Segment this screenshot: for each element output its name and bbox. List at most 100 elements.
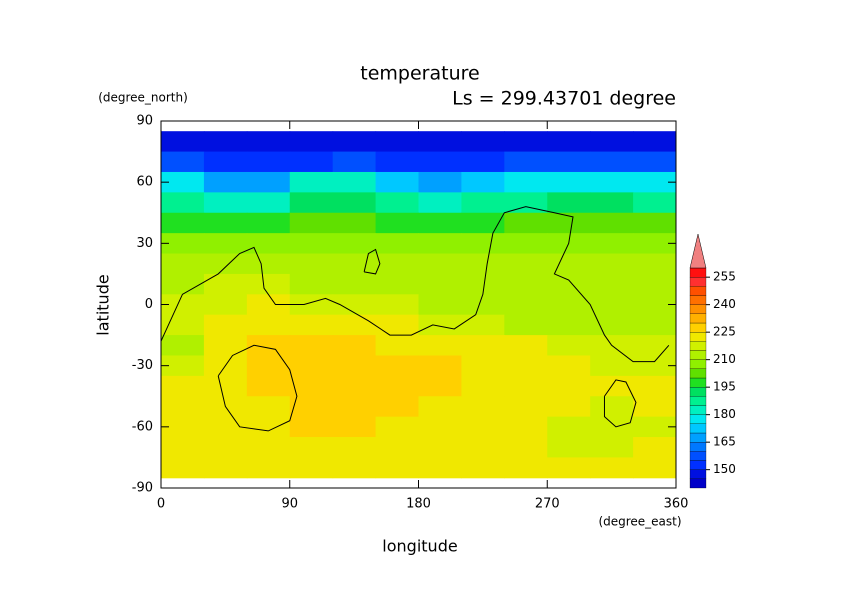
field-cell bbox=[418, 253, 462, 275]
field-cell bbox=[289, 233, 334, 255]
field-cell bbox=[504, 294, 548, 316]
field-cell bbox=[161, 294, 205, 316]
field-cell bbox=[246, 457, 291, 479]
field-cell bbox=[246, 171, 291, 193]
field-cell bbox=[547, 335, 591, 356]
y-tick-label: -60 bbox=[132, 419, 153, 434]
colorbar-bin bbox=[689, 322, 707, 333]
field-cell bbox=[161, 416, 205, 438]
field-cell bbox=[289, 314, 334, 336]
field-cell bbox=[633, 294, 677, 316]
field-cell bbox=[461, 314, 505, 336]
field-cell bbox=[161, 375, 205, 397]
field-cell bbox=[332, 294, 377, 316]
field-cell bbox=[547, 375, 591, 397]
field-cell bbox=[332, 437, 377, 458]
colorbar-tick-label: 240 bbox=[713, 297, 736, 311]
field-cell bbox=[633, 355, 677, 377]
field-cell bbox=[203, 294, 248, 316]
field-cell bbox=[633, 233, 677, 255]
field-cell bbox=[633, 416, 677, 438]
field-cell bbox=[547, 131, 591, 153]
field-cell bbox=[375, 171, 419, 193]
field-cell bbox=[504, 151, 548, 173]
field-cell bbox=[633, 212, 677, 234]
colorbar-tick-label: 150 bbox=[713, 462, 736, 476]
field-cell bbox=[289, 416, 334, 438]
contour-lines bbox=[160, 206, 670, 432]
colorbar-bin bbox=[689, 423, 707, 434]
field-cell bbox=[461, 457, 505, 479]
field-cell bbox=[547, 273, 591, 295]
field-cell bbox=[246, 375, 291, 397]
field-cell bbox=[590, 396, 634, 418]
colorbar-bin bbox=[689, 478, 707, 489]
field-cell bbox=[161, 437, 205, 458]
field-cell bbox=[418, 396, 462, 418]
field-cell bbox=[203, 457, 248, 479]
colorbar-bin bbox=[689, 295, 707, 305]
field-cell bbox=[246, 335, 291, 356]
field-cell bbox=[418, 457, 462, 479]
colorbar-tick-label: 180 bbox=[713, 407, 736, 421]
field-cell bbox=[418, 416, 462, 438]
contour-line bbox=[603, 379, 637, 428]
field-cell bbox=[547, 151, 591, 173]
field-cell bbox=[332, 355, 377, 377]
field-cell bbox=[633, 437, 677, 458]
field-cell bbox=[633, 131, 677, 153]
field-cell bbox=[332, 253, 377, 275]
field-cell bbox=[161, 212, 205, 234]
colorbar-bin bbox=[689, 350, 707, 360]
field-cell bbox=[289, 273, 334, 295]
field-cell bbox=[504, 131, 548, 153]
field-cell bbox=[590, 192, 634, 214]
field-cell bbox=[246, 294, 291, 316]
field-cell bbox=[161, 233, 205, 255]
field-cell bbox=[461, 294, 505, 316]
field-cell bbox=[289, 335, 334, 356]
colorbar-bin bbox=[689, 341, 707, 351]
colorbar-bin bbox=[689, 414, 707, 424]
field-cell bbox=[461, 416, 505, 438]
field-cell bbox=[418, 375, 462, 397]
field-cell bbox=[332, 396, 377, 418]
field-cell bbox=[161, 253, 205, 275]
y-tick-label: 60 bbox=[136, 175, 153, 190]
field-cell bbox=[246, 355, 291, 377]
field-cell bbox=[504, 233, 548, 255]
field-cell bbox=[633, 396, 677, 418]
contour-line bbox=[363, 248, 381, 275]
field-cell bbox=[461, 233, 505, 255]
colorbar-bin bbox=[689, 405, 707, 415]
field-cell bbox=[289, 396, 334, 418]
field-cell bbox=[289, 375, 334, 397]
field-cell bbox=[418, 131, 462, 153]
field-cell bbox=[547, 212, 591, 234]
field-cell bbox=[547, 355, 591, 377]
y-tick-label: 90 bbox=[136, 114, 153, 129]
chart-title: temperature bbox=[360, 63, 479, 85]
colorbar-over bbox=[689, 233, 707, 269]
field-cell bbox=[161, 396, 205, 418]
field-cell bbox=[590, 314, 634, 336]
field-cell bbox=[461, 131, 505, 153]
colorbar-bin bbox=[689, 332, 707, 342]
field-cell bbox=[289, 131, 334, 153]
field-cell bbox=[332, 314, 377, 336]
field-cell bbox=[246, 273, 291, 295]
field-cell bbox=[332, 192, 377, 214]
field-cell bbox=[246, 253, 291, 275]
field-cell bbox=[161, 151, 205, 173]
x-tick-label: 360 bbox=[664, 497, 689, 512]
field-cell bbox=[547, 457, 591, 479]
field-cell bbox=[461, 273, 505, 295]
field-cell bbox=[161, 273, 205, 295]
field-cell bbox=[203, 375, 248, 397]
colorbar-bin bbox=[689, 313, 707, 324]
x-units: (degree_east) bbox=[598, 515, 681, 529]
colorbar-tick-label: 210 bbox=[713, 352, 736, 366]
field-cell bbox=[590, 233, 634, 255]
field-cell bbox=[246, 416, 291, 438]
field-cell bbox=[332, 151, 377, 173]
